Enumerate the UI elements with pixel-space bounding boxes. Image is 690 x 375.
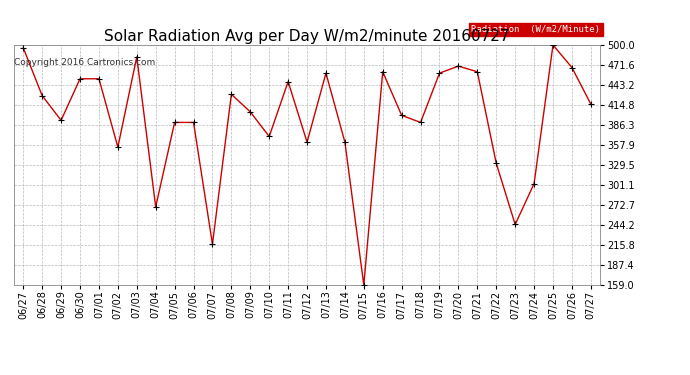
Text: Copyright 2016 Cartronics.com: Copyright 2016 Cartronics.com bbox=[14, 58, 155, 67]
Text: Radiation  (W/m2/Minute): Radiation (W/m2/Minute) bbox=[471, 25, 600, 34]
Title: Solar Radiation Avg per Day W/m2/minute 20160727: Solar Radiation Avg per Day W/m2/minute … bbox=[104, 29, 510, 44]
